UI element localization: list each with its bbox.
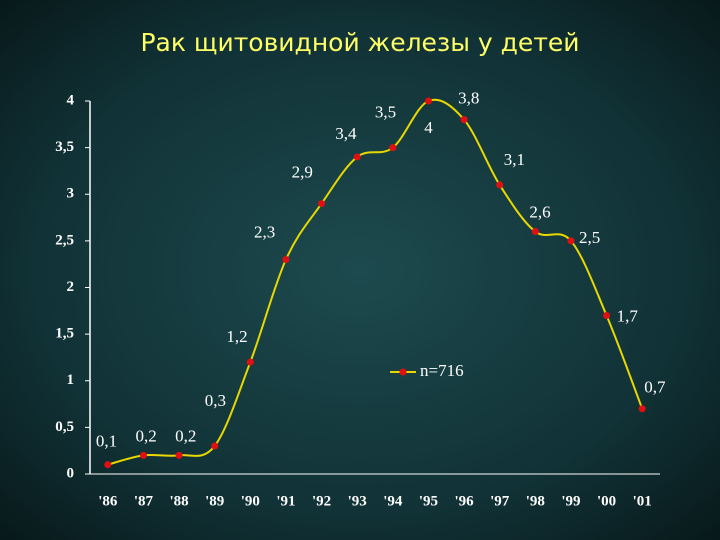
marker [460,116,468,124]
x-tick-label: '94 [383,493,403,509]
y-tick-label: 1 [67,372,75,388]
marker [211,442,219,450]
y-tick-label: 1,5 [55,326,74,342]
x-tick-label: '90 [241,493,260,509]
value-label: 3,8 [458,89,479,108]
marker [104,461,112,469]
marker [567,237,575,245]
x-tick-label: '91 [276,493,295,509]
y-tick-label: 3 [67,186,75,202]
chart-title: Рак щитовидной железы у детей [140,28,579,57]
y-tick-label: 0,5 [55,419,74,435]
x-tick-label: '97 [490,493,510,509]
marker [496,181,504,189]
x-tick-label: '88 [169,493,188,509]
x-tick-label: '95 [419,493,438,509]
x-tick-label: '92 [312,493,331,509]
y-tick-label: 3,5 [55,139,74,155]
marker [353,153,361,161]
legend-label: n=716 [420,361,464,380]
x-tick-label: '93 [348,493,367,509]
x-tick-label: '98 [526,493,545,509]
value-label: 0,7 [644,378,666,397]
x-tick-label: '87 [134,493,154,509]
value-label: 2,6 [529,202,550,221]
x-tick-label: '86 [98,493,118,509]
marker [139,451,147,459]
value-label: 0,2 [175,426,196,445]
y-tick-label: 2 [67,279,75,295]
marker [246,358,254,366]
marker [531,228,539,236]
x-tick-label: '99 [561,493,580,509]
series-line [107,98,644,466]
marker [424,97,432,105]
value-label: 3,5 [375,103,396,122]
value-label: 3,4 [335,124,357,143]
value-label: 3,1 [504,150,525,169]
value-label: 0,2 [135,426,156,445]
value-label: 2,5 [579,228,600,247]
value-label: 4 [424,118,433,137]
marker [175,451,183,459]
marker [389,144,397,152]
x-tick-label: '00 [597,493,616,509]
legend-marker [399,368,407,376]
x-tick-label: '01 [633,493,652,509]
y-tick-label: 0 [67,465,75,481]
marker [638,405,646,413]
value-label: 0,3 [205,391,226,410]
x-tick-label: '89 [205,493,224,509]
value-label: 0,1 [96,432,117,451]
x-tick-label: '96 [454,493,474,509]
value-label: 2,3 [254,222,275,241]
y-tick-label: 2,5 [55,232,74,248]
value-label: 1,2 [226,327,247,346]
y-tick-label: 4 [67,92,75,108]
value-label: 2,9 [292,162,313,181]
marker [318,200,326,208]
marker [603,311,611,319]
marker [282,256,290,264]
value-label: 1,7 [617,306,639,325]
